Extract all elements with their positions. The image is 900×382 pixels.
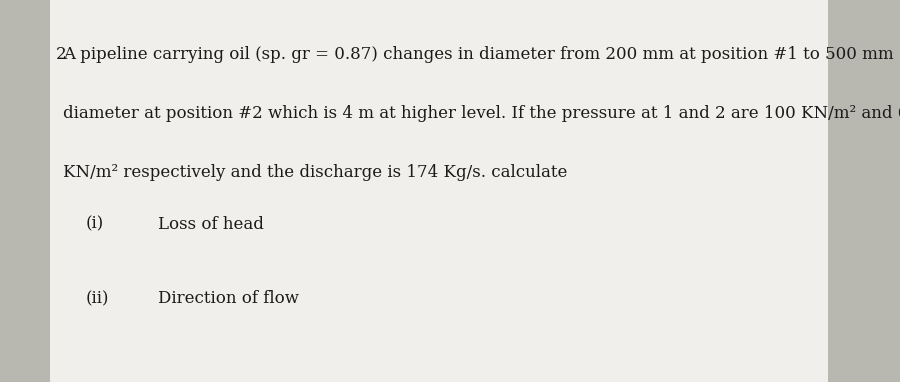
Text: Direction of flow: Direction of flow xyxy=(158,290,299,308)
Text: 2-: 2- xyxy=(56,46,72,63)
Text: A pipeline carrying oil (sp. gr = 0.87) changes in diameter from 200 mm at posit: A pipeline carrying oil (sp. gr = 0.87) … xyxy=(63,46,894,63)
FancyBboxPatch shape xyxy=(50,0,828,382)
Text: (ii): (ii) xyxy=(86,290,109,308)
Text: KN/m² respectively and the discharge is 174 Kg/s. calculate: KN/m² respectively and the discharge is … xyxy=(63,164,567,181)
Text: Loss of head: Loss of head xyxy=(158,216,264,233)
Text: (i): (i) xyxy=(86,216,104,233)
Text: diameter at position #2 which is 4 m at higher level. If the pressure at 1 and 2: diameter at position #2 which is 4 m at … xyxy=(63,105,900,122)
